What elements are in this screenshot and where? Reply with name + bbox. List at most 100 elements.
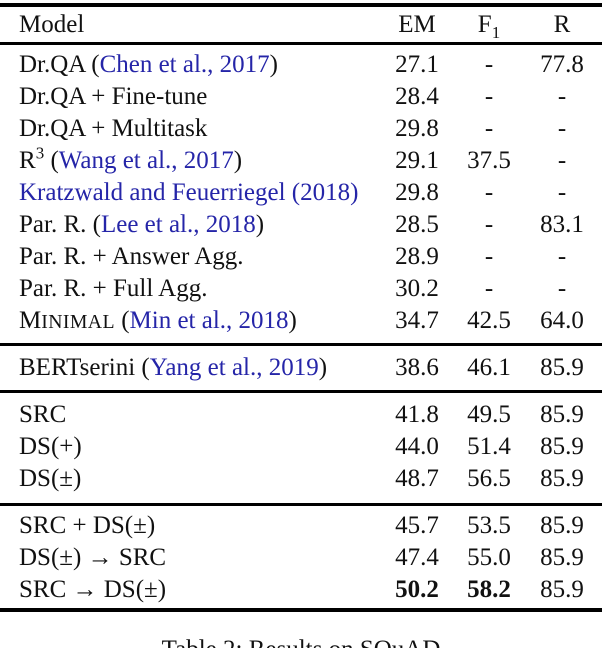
citation-link[interactable]: Chen et al., 2017 bbox=[99, 51, 270, 78]
model-text: DS(+) bbox=[19, 433, 82, 460]
model-name-cell: Dr.QA + Multitask bbox=[0, 113, 382, 145]
model-name-cell: DS(±) → SRC bbox=[0, 542, 382, 574]
f1-value: 37.5 bbox=[467, 147, 511, 174]
table-block: SRC 41.8 49.5 85.9 DS(+) 44.0 51.4 85.9 DS(±) 48.… bbox=[0, 393, 602, 503]
model-name-cell: SRC → DS(±) bbox=[0, 574, 382, 606]
table-block: SRC + DS(±) 45.7 53.5 85.9 DS(±) → SRC 47.4 55… bbox=[0, 506, 602, 608]
r-value: 64.0 bbox=[540, 307, 584, 334]
model-text: ) bbox=[233, 147, 243, 174]
table-row: Dr.QA + Fine-tune 28.4 - - bbox=[0, 81, 602, 113]
model-text: Par. R. + Full Agg. bbox=[19, 275, 208, 302]
model-text: ( bbox=[114, 306, 130, 334]
r-value: - bbox=[557, 275, 567, 302]
table-mid-rule bbox=[0, 503, 602, 506]
em-value: 27.1 bbox=[395, 51, 439, 78]
model-text: ( bbox=[44, 147, 59, 174]
em-value: 47.4 bbox=[395, 544, 439, 571]
table-top-rule bbox=[0, 3, 602, 7]
table-row: DS(±) → SRC 47.4 55.0 85.9 bbox=[0, 542, 602, 574]
model-name-cell: R3 (Wang et al., 2017) bbox=[0, 145, 382, 177]
r-value: 85.9 bbox=[540, 512, 584, 539]
superscript-text: 3 bbox=[35, 145, 45, 163]
citation-link[interactable]: Min et al., 2018 bbox=[129, 306, 289, 334]
f1-value: 58.2 bbox=[467, 576, 511, 603]
model-text: DS(±) → SRC bbox=[19, 544, 167, 571]
model-text: ) bbox=[255, 211, 265, 238]
r-value: 85.9 bbox=[540, 576, 584, 603]
table-row: DS(+) 44.0 51.4 85.9 bbox=[0, 431, 602, 463]
model-text: R bbox=[19, 147, 36, 174]
model-text: SRC → DS(±) bbox=[19, 576, 167, 603]
citation-link[interactable]: Wang et al., 2017 bbox=[58, 147, 234, 174]
citation-link[interactable]: Lee et al., 2018 bbox=[100, 211, 256, 238]
f1-value: 49.5 bbox=[467, 401, 511, 428]
citation-link[interactable]: Kratzwald and Feuerriegel (2018) bbox=[19, 179, 359, 206]
citation-link[interactable]: Yang et al., 2019 bbox=[149, 354, 319, 381]
model-name-cell: Par. R. (Lee et al., 2018) bbox=[0, 209, 382, 241]
r-value: - bbox=[557, 83, 567, 110]
f1-value: 56.5 bbox=[467, 465, 511, 492]
table-row: Dr.QA + Multitask 29.8 - - bbox=[0, 113, 602, 145]
table-mid-rule bbox=[0, 390, 602, 393]
model-name-cell: SRC bbox=[0, 399, 382, 431]
model-text: ) bbox=[288, 306, 297, 334]
em-value: 29.8 bbox=[395, 115, 439, 142]
table-caption: Table 2: Results on SQuAD bbox=[0, 635, 602, 648]
em-value: 28.9 bbox=[395, 243, 439, 270]
smallcaps-text: INIMAL bbox=[41, 310, 115, 333]
f1-value: - bbox=[484, 179, 494, 206]
model-name-cell: Par. R. + Answer Agg. bbox=[0, 241, 382, 273]
f1-value: 51.4 bbox=[467, 433, 511, 460]
em-value: 44.0 bbox=[395, 433, 439, 460]
table-row: R3 (Wang et al., 2017) 29.1 37.5 - bbox=[0, 145, 602, 177]
em-value: 50.2 bbox=[395, 576, 439, 603]
f1-value: - bbox=[484, 51, 494, 78]
model-text: BERTserini ( bbox=[19, 354, 150, 381]
r-value: 85.9 bbox=[540, 354, 584, 381]
table-mid-rule bbox=[0, 343, 602, 346]
model-text: M bbox=[19, 306, 42, 334]
model-text: DS(±) bbox=[19, 465, 82, 492]
model-text: Par. R. + Answer Agg. bbox=[19, 243, 244, 270]
table-row: Dr.QA (Chen et al., 2017) 27.1 - 77.8 bbox=[0, 49, 602, 81]
table-row: Par. R. (Lee et al., 2018) 28.5 - 83.1 bbox=[0, 209, 602, 241]
r-value: - bbox=[557, 179, 567, 206]
f1-value: 46.1 bbox=[467, 354, 511, 381]
model-text: ) bbox=[269, 51, 278, 78]
r-value: 85.9 bbox=[540, 433, 584, 460]
model-text: Par. R. ( bbox=[19, 211, 101, 238]
model-name-cell: BERTserini (Yang et al., 2019) bbox=[0, 352, 382, 384]
header-r: R bbox=[553, 11, 571, 38]
f1-value: - bbox=[484, 275, 494, 302]
em-value: 41.8 bbox=[395, 401, 439, 428]
model-text: Dr.QA + Multitask bbox=[19, 115, 208, 142]
model-name-cell: DS(+) bbox=[0, 431, 382, 463]
em-value: 38.6 bbox=[395, 354, 439, 381]
table-bottom-rule bbox=[0, 608, 602, 612]
header-rule bbox=[0, 42, 602, 45]
r-value: 85.9 bbox=[540, 465, 584, 492]
table-row: SRC 41.8 49.5 85.9 bbox=[0, 399, 602, 431]
f1-value: - bbox=[484, 83, 494, 110]
header-model: Model bbox=[19, 11, 85, 38]
header-f1: F1 bbox=[452, 7, 526, 42]
table-header-row: Model EM F1 R bbox=[0, 7, 602, 42]
f1-value: - bbox=[484, 211, 494, 238]
header-em: EM bbox=[398, 11, 436, 38]
model-text: SRC bbox=[19, 401, 67, 428]
table-row: SRC + DS(±) 45.7 53.5 85.9 bbox=[0, 510, 602, 542]
table-row: Par. R. + Full Agg. 30.2 - - bbox=[0, 273, 602, 305]
f1-value: - bbox=[484, 115, 494, 142]
em-value: 45.7 bbox=[395, 512, 439, 539]
table-block: Dr.QA (Chen et al., 2017) 27.1-77.8 Dr.QA … bbox=[0, 45, 602, 343]
r-value: - bbox=[557, 115, 567, 142]
em-value: 34.7 bbox=[395, 307, 439, 334]
r-value: 83.1 bbox=[540, 211, 584, 238]
em-value: 30.2 bbox=[395, 275, 439, 302]
model-name-cell: Dr.QA (Chen et al., 2017) bbox=[0, 49, 382, 81]
header-f1-subscript: 1 bbox=[491, 23, 501, 42]
results-table: Model EM F1 R Dr.QA (Chen et al., 2017) 2… bbox=[0, 3, 602, 612]
em-value: 28.5 bbox=[395, 211, 439, 238]
model-name-cell: Kratzwald and Feuerriegel (2018) bbox=[0, 177, 382, 209]
